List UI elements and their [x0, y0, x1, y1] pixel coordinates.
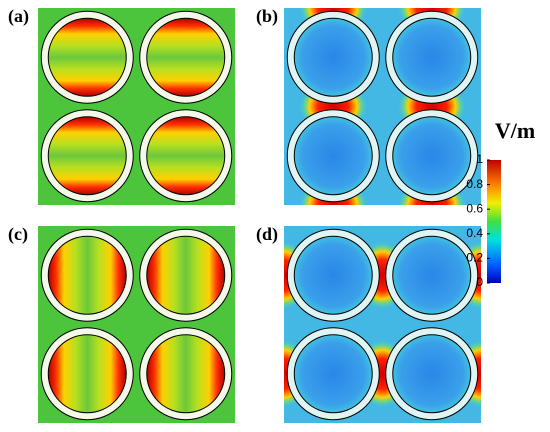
panel-label: (c): [8, 224, 28, 245]
colorbar-tick-label: 0: [476, 275, 483, 289]
ring-interior: [47, 334, 127, 414]
ring-interior: [293, 116, 373, 196]
ring-interior: [392, 116, 472, 196]
panel-label: (b): [256, 6, 278, 27]
ring-interior: [293, 235, 373, 315]
colorbar-tick-label: 0.8: [466, 177, 483, 191]
ring-interior: [146, 116, 226, 196]
colorbar-title: V/m: [495, 118, 535, 143]
panel-label: (a): [8, 6, 29, 27]
ring-interior: [293, 334, 373, 414]
ring-interior: [47, 17, 127, 97]
ring-interior: [47, 116, 127, 196]
field-map: [284, 8, 481, 205]
ring-interior: [146, 235, 226, 315]
ring-interior: [146, 17, 226, 97]
colorbar-tick-label: 0.6: [466, 201, 483, 215]
ring-interior: [392, 235, 472, 315]
field-map: [38, 226, 235, 423]
colorbar-tick-label: 0.2: [466, 251, 483, 265]
ring-interior: [146, 334, 226, 414]
field-map: [38, 8, 235, 205]
ring-interior: [392, 17, 472, 97]
panel-label: (d): [256, 224, 278, 245]
field-map: [284, 226, 481, 423]
colorbar-tick-label: 0.4: [466, 226, 483, 240]
colorbar: [487, 160, 501, 283]
colorbar-tick-label: 1: [476, 152, 483, 166]
ring-interior: [392, 334, 472, 414]
ring-interior: [293, 17, 373, 97]
ring-interior: [47, 235, 127, 315]
